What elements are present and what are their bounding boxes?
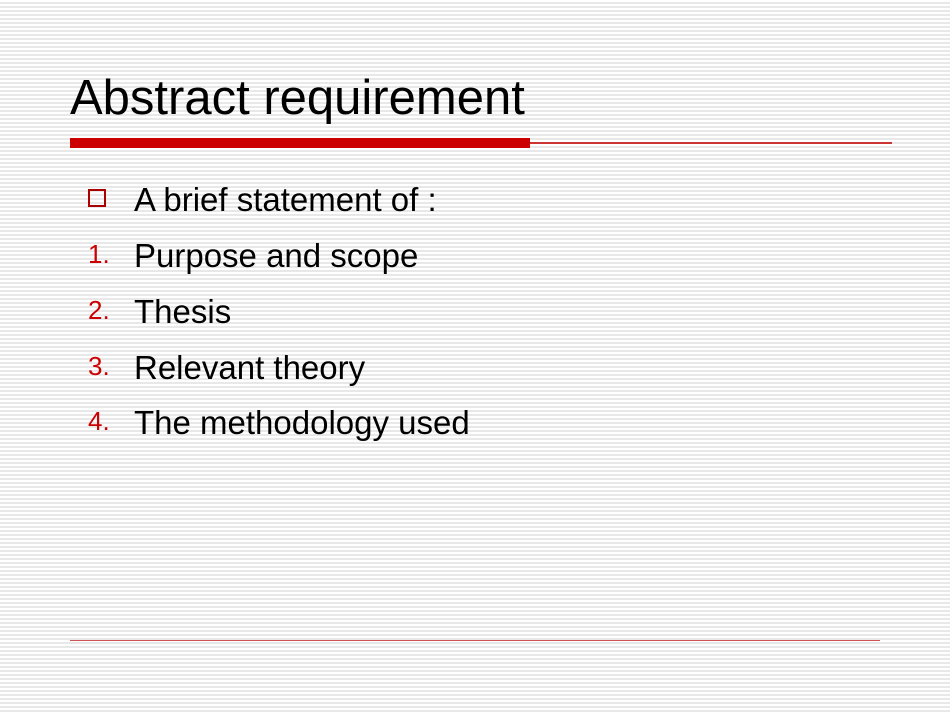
list-number: 2. [88,295,112,326]
list-text: Thesis [134,288,231,336]
list-number: 3. [88,351,112,382]
slide-content: A brief statement of : 1. Purpose and sc… [70,176,880,447]
list-number: 4. [88,406,112,437]
intro-text: A brief statement of : [134,176,437,224]
square-bullet-icon [88,189,106,207]
list-item: 3. Relevant theory [88,344,880,392]
list-item: 4. The methodology used [88,399,880,447]
title-underline [70,138,880,148]
list-number: 1. [88,239,112,270]
list-text: Relevant theory [134,344,365,392]
list-item: 2. Thesis [88,288,880,336]
underline-thick [70,138,530,148]
bottom-divider [70,640,880,641]
list-text: The methodology used [134,399,470,447]
slide-title: Abstract requirement [70,70,880,126]
presentation-slide: Abstract requirement A brief statement o… [0,0,950,713]
intro-bullet-row: A brief statement of : [88,176,880,224]
list-text: Purpose and scope [134,232,418,280]
list-item: 1. Purpose and scope [88,232,880,280]
